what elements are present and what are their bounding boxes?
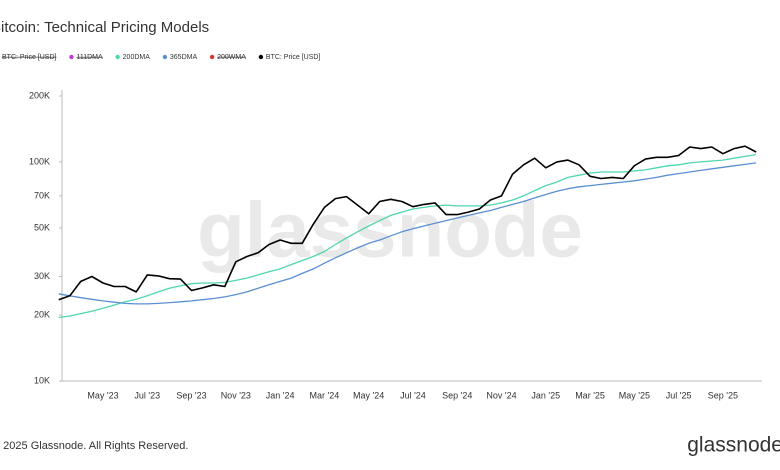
y-tick-label: 100K — [29, 156, 50, 166]
y-tick-label: 30K — [34, 271, 50, 281]
legend-marker — [69, 54, 74, 60]
legend-label: BTC: Price [USD] — [266, 54, 321, 61]
legend-label: 365DMA — [170, 54, 198, 61]
y-tick-label: 20K — [34, 309, 50, 319]
x-tick-label: Jan '25 — [531, 390, 560, 400]
x-tick-label: Jan '24 — [266, 390, 295, 400]
x-tick-label: Jul '24 — [400, 390, 426, 400]
x-tick-label: Sep '23 — [176, 390, 206, 400]
legend-marker — [258, 54, 264, 60]
footer: © 2025 Glassnode. All Rights Reserved. — [0, 440, 188, 452]
series-line — [58, 145, 757, 301]
x-tick-label: May '23 — [87, 390, 118, 400]
legend-marker — [162, 54, 168, 60]
logo: glassnode — [687, 434, 780, 457]
x-tick-label: Jul '25 — [666, 390, 692, 400]
chart-title: Bitcoin: Technical Pricing Models — [0, 19, 209, 36]
watermark: glassnode — [197, 186, 583, 274]
x-tick-label: May '25 — [619, 390, 650, 400]
legend-label: 200DMA — [123, 54, 151, 61]
x-tick-label: Sep '25 — [708, 390, 738, 400]
x-tick-label: Nov '23 — [221, 390, 251, 400]
legend-label: 111DMA — [76, 54, 103, 61]
y-tick-label: 50K — [34, 222, 50, 232]
series-line — [58, 153, 757, 319]
y-tick-label: 10K — [34, 375, 50, 385]
x-tick-label: May '24 — [353, 390, 384, 400]
series-line — [58, 162, 757, 305]
legend-label: BTC: Price [USD] — [2, 54, 57, 61]
y-tick-label: 200K — [29, 90, 50, 100]
x-tick-label: Mar '25 — [575, 390, 605, 400]
x-tick-label: Jul '23 — [134, 390, 160, 400]
legend-marker — [115, 54, 120, 60]
x-tick-label: Nov '24 — [486, 390, 516, 400]
x-tick-label: Mar '24 — [310, 390, 340, 400]
x-tick-label: Sep '24 — [442, 390, 472, 400]
legend-label: 200WMA — [217, 54, 246, 61]
legend-marker — [209, 54, 215, 60]
y-tick-label: 70K — [34, 190, 50, 200]
